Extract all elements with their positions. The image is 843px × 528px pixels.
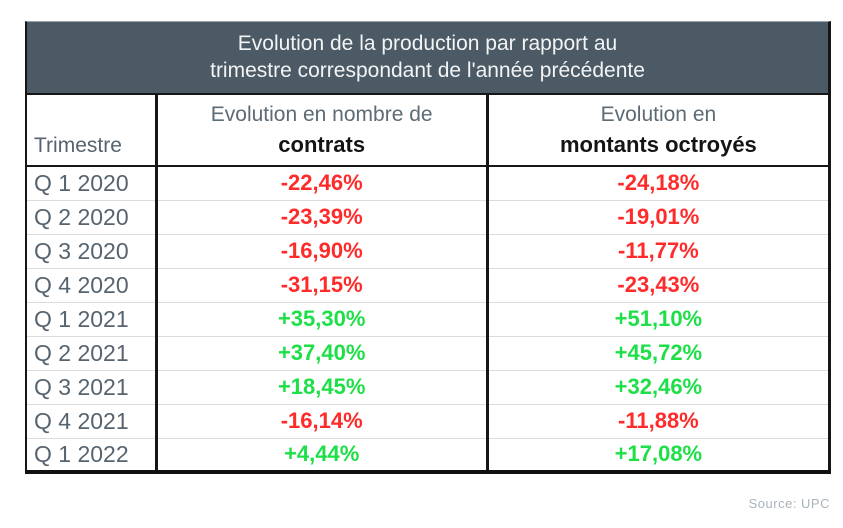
montants-value: +51,10% — [485, 302, 830, 337]
column-header-contrats-sub: Evolution en nombre de — [210, 103, 433, 126]
table-title-line1: Evolution de la production par rapport a… — [237, 32, 618, 55]
table-title-line2: trimestre correspondant de l'année précé… — [210, 59, 645, 82]
contrats-value: -16,14% — [154, 404, 488, 439]
quarter-label: Q 3 2020 — [26, 234, 157, 269]
montants-value: +17,08% — [485, 438, 830, 472]
contrats-value: +37,40% — [154, 336, 488, 371]
table-row: Q 2 2021 +37,40% +45,72% — [26, 336, 830, 371]
table-body: Q 1 2020 -22,46% -24,18% Q 2 2020 -23,39% -19… — [26, 166, 830, 472]
montants-value: -19,01% — [485, 200, 830, 235]
contrats-value: +35,30% — [154, 302, 488, 337]
montants-value: -11,88% — [485, 404, 830, 439]
table-row: Q 3 2021 +18,45% +32,46% — [26, 370, 830, 405]
table-title: Evolution de la production par rapport a… — [25, 21, 831, 95]
column-header-montants-sub: Evolution en — [600, 103, 717, 126]
quarter-label: Q 4 2020 — [26, 268, 157, 303]
contrats-value: +18,45% — [154, 370, 488, 405]
column-header-montants: Evolution en montants octroyés — [485, 95, 830, 167]
quarter-label: Q 1 2020 — [26, 166, 157, 201]
column-header-contrats: Evolution en nombre de contrats — [154, 95, 488, 167]
contrats-value: -22,46% — [154, 166, 488, 201]
production-evolution-table: Evolution de la production par rapport a… — [25, 21, 831, 474]
quarter-label: Q 4 2021 — [26, 404, 157, 439]
header-row: Trimestre Evolution en nombre de contrat… — [26, 95, 830, 167]
contrats-value: -23,39% — [154, 200, 488, 235]
table-row: Q 4 2021 -16,14% -11,88% — [26, 404, 830, 439]
data-table: Trimestre Evolution en nombre de contrat… — [25, 95, 831, 474]
table-row: Q 3 2020 -16,90% -11,77% — [26, 234, 830, 269]
column-header-trimestre: Trimestre — [26, 95, 157, 167]
column-header-contrats-main: contrats — [278, 132, 366, 157]
column-header-montants-main: montants octroyés — [559, 132, 757, 157]
montants-value: -23,43% — [485, 268, 830, 303]
quarter-label: Q 2 2020 — [26, 200, 157, 235]
montants-value: +32,46% — [485, 370, 830, 405]
table-row: Q 4 2020 -31,15% -23,43% — [26, 268, 830, 303]
source-note: Source: UPC — [748, 496, 830, 511]
contrats-value: -16,90% — [154, 234, 488, 269]
montants-value: -24,18% — [485, 166, 830, 201]
quarter-label: Q 3 2021 — [26, 370, 157, 405]
table-row: Q 1 2021 +35,30% +51,10% — [26, 302, 830, 337]
table-row: Q 1 2022 +4,44% +17,08% — [26, 438, 830, 472]
table-row: Q 2 2020 -23,39% -19,01% — [26, 200, 830, 235]
montants-value: +45,72% — [485, 336, 830, 371]
table-row: Q 1 2020 -22,46% -24,18% — [26, 166, 830, 201]
contrats-value: +4,44% — [154, 438, 488, 472]
quarter-label: Q 1 2021 — [26, 302, 157, 337]
montants-value: -11,77% — [485, 234, 830, 269]
contrats-value: -31,15% — [154, 268, 488, 303]
quarter-label: Q 2 2021 — [26, 336, 157, 371]
quarter-label: Q 1 2022 — [34, 440, 129, 467]
